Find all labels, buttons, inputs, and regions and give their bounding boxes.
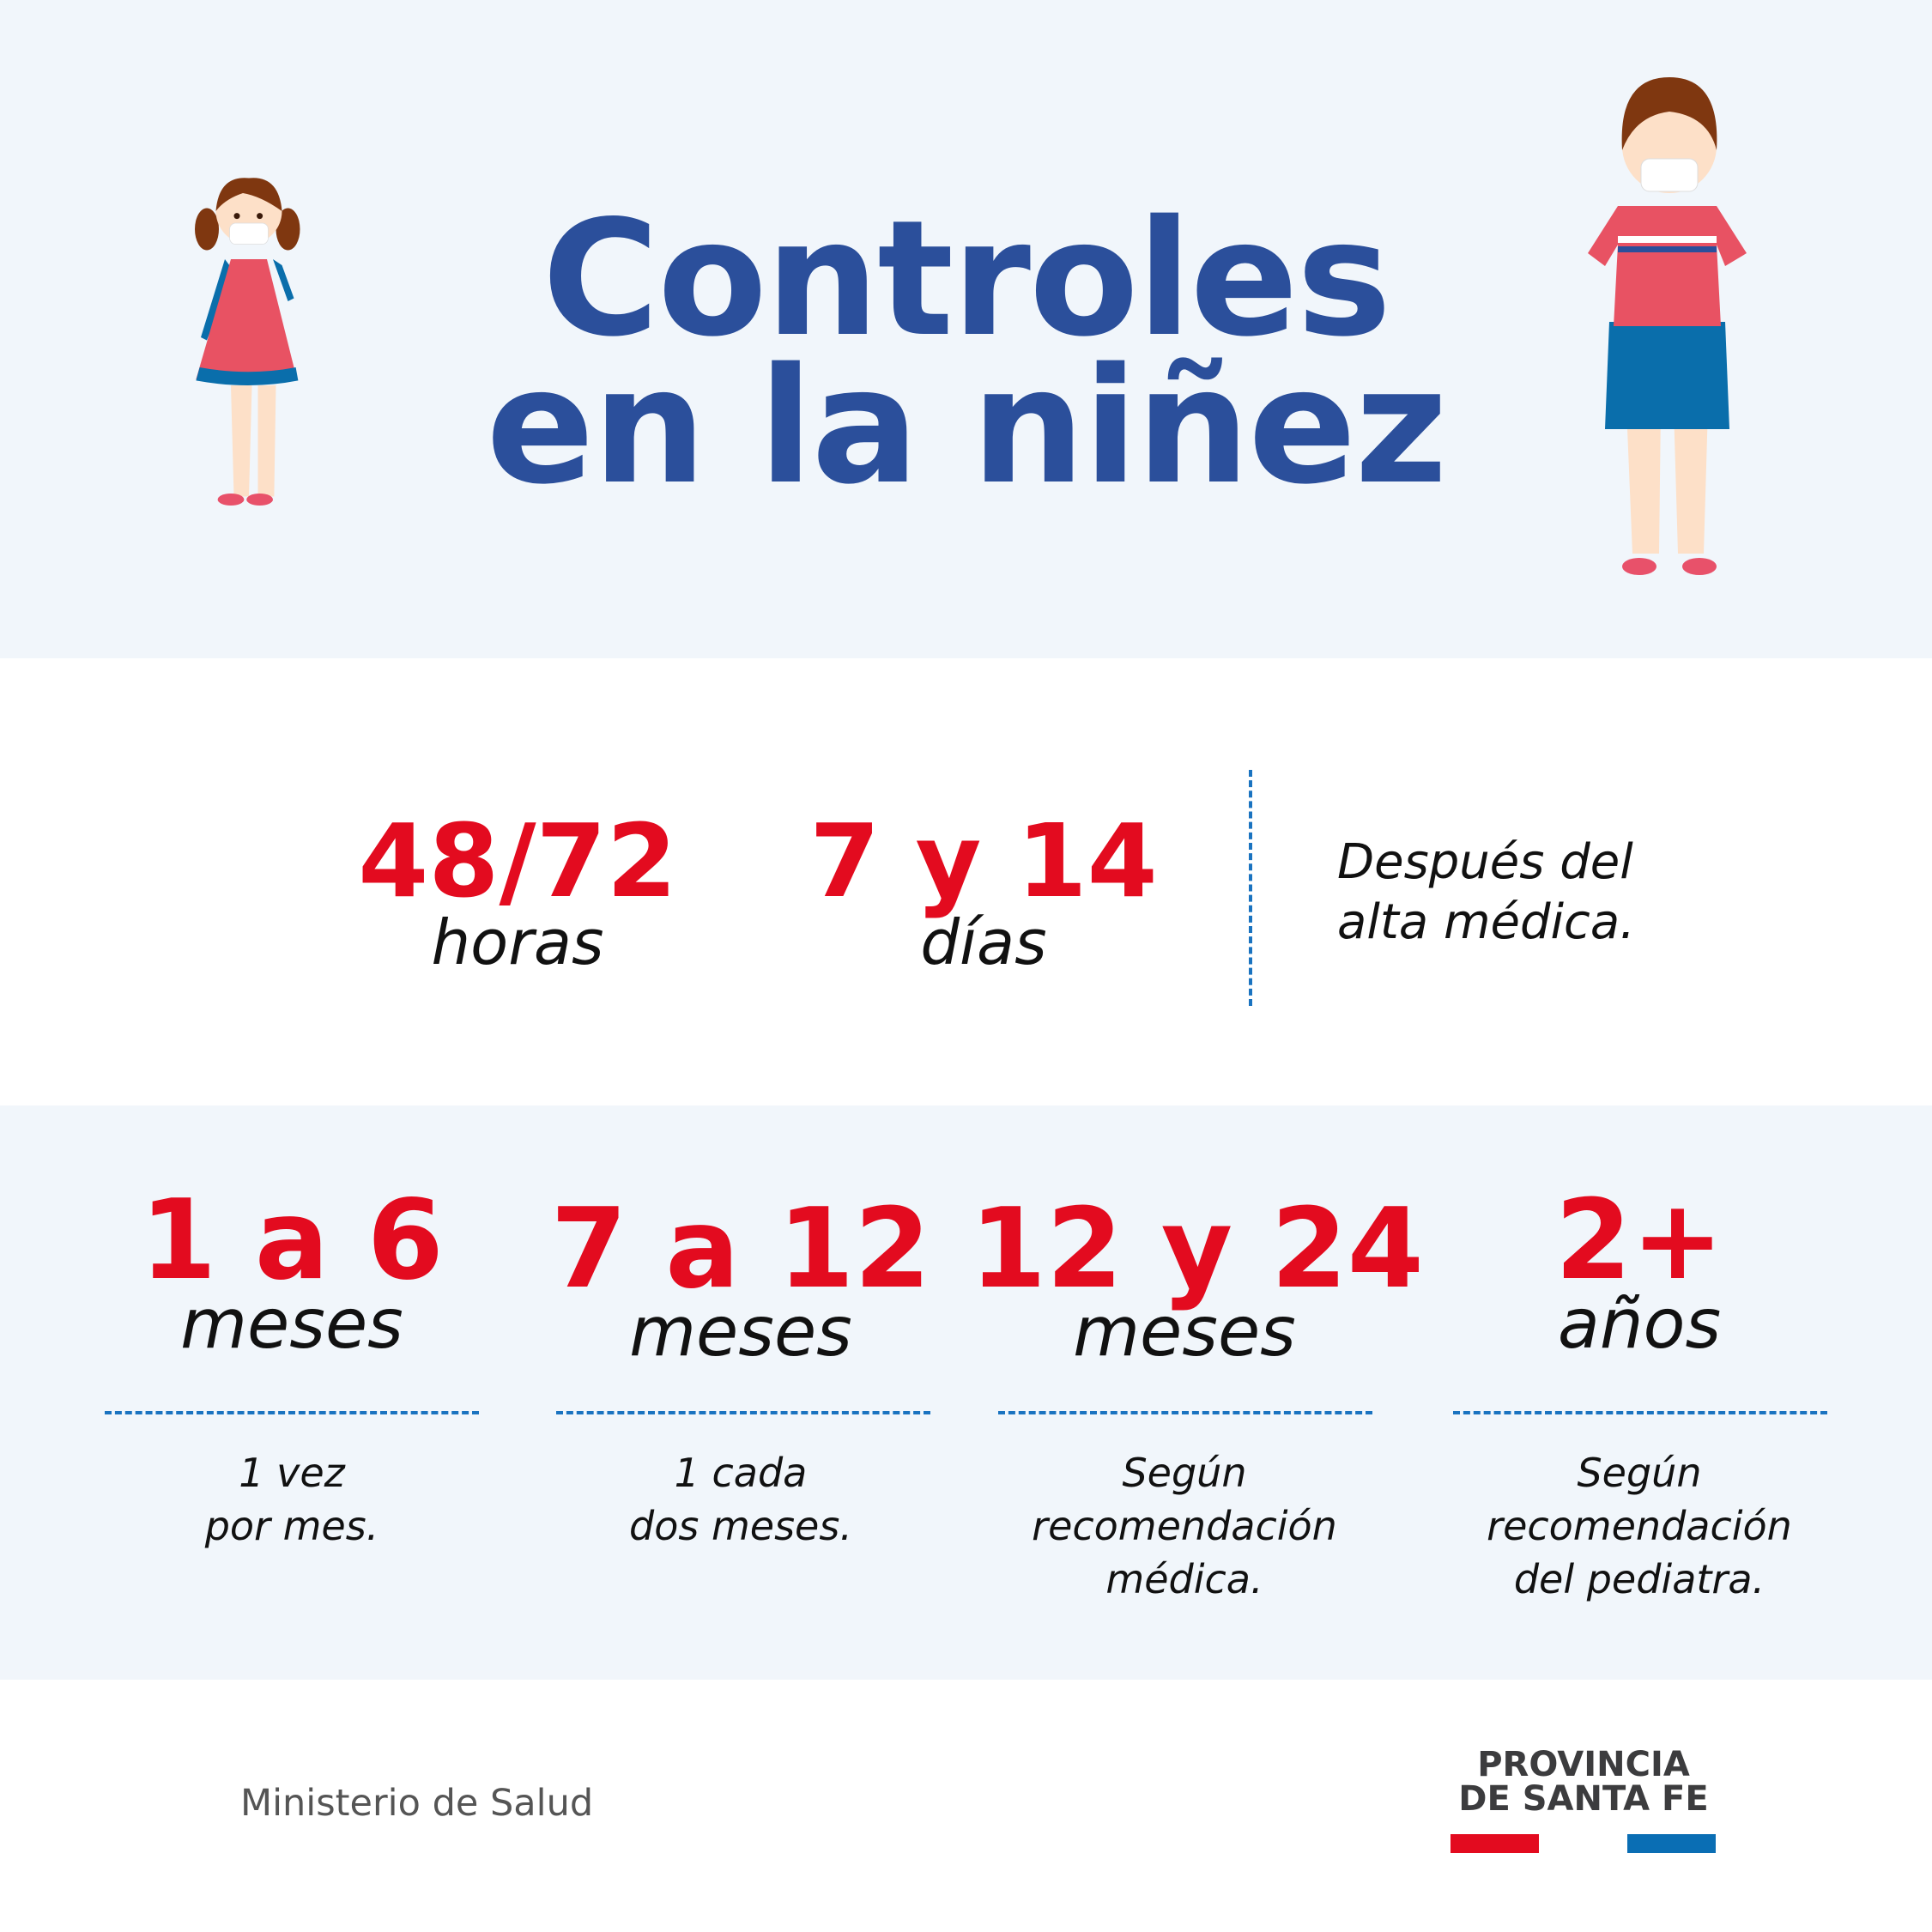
desc-line: recomendación <box>1032 1503 1337 1549</box>
boy-illustration <box>1588 77 1747 575</box>
unit-anos: años <box>1557 1284 1722 1364</box>
desc-line: dos meses. <box>629 1503 852 1549</box>
desc-line: recomendación <box>1487 1503 1792 1549</box>
logo-red-bar <box>1451 1834 1539 1853</box>
unit-meses-3: meses <box>1073 1292 1296 1372</box>
unit-dias: días <box>920 906 1047 978</box>
desc-line: del pediatra. <box>1513 1556 1765 1602</box>
desc-line: Según <box>1122 1450 1247 1496</box>
desc-3: Según recomendación médica. <box>970 1446 1399 1606</box>
note-line-1: Después del <box>1337 834 1633 890</box>
desc-line: 1 cada <box>674 1450 808 1496</box>
desc-2: 1 cada dos meses. <box>526 1446 955 1553</box>
value-1-a-6: 1 a 6 <box>140 1177 444 1305</box>
logo-line-1: PROVINCIA <box>1477 1745 1690 1784</box>
value-2-plus: 2+ <box>1554 1177 1724 1305</box>
desc-1: 1 vez por mes. <box>77 1446 506 1553</box>
divider-3 <box>998 1411 1372 1414</box>
divider-1 <box>105 1411 479 1414</box>
unit-horas: horas <box>431 906 604 978</box>
desc-line: por mes. <box>204 1503 379 1549</box>
logo-blue-bar <box>1627 1834 1716 1853</box>
value-48-72: 48/72 <box>358 802 677 920</box>
value-7-a-12: 7 a 12 <box>550 1185 931 1313</box>
girl-illustration <box>195 178 300 506</box>
unit-meses-1: meses <box>180 1284 403 1364</box>
title-line-2: en la niñez <box>486 333 1447 519</box>
divider-2 <box>556 1411 930 1414</box>
desc-line: 1 vez <box>239 1450 345 1496</box>
note-line-2: alta médica. <box>1337 894 1635 950</box>
after-discharge-note: Después del alta médica. <box>1337 833 1635 953</box>
ministry-label: Ministerio de Salud <box>240 1782 594 1825</box>
value-12-y-24: 12 y 24 <box>970 1185 1424 1313</box>
desc-line: Según <box>1577 1450 1702 1496</box>
age-band <box>0 1105 1932 1680</box>
divider-4 <box>1453 1411 1827 1414</box>
logo-line-2: DE SANTA FE <box>1458 1779 1709 1819</box>
desc-line: médica. <box>1105 1556 1263 1602</box>
unit-meses-2: meses <box>629 1292 852 1372</box>
value-7-y-14: 7 y 14 <box>809 802 1158 920</box>
province-logo: PROVINCIA DE SANTA FE <box>1442 1747 1725 1816</box>
vertical-divider <box>1249 770 1252 1006</box>
desc-4: Según recomendación del pediatra. <box>1425 1446 1854 1606</box>
title-line-1: Controles <box>542 185 1392 372</box>
